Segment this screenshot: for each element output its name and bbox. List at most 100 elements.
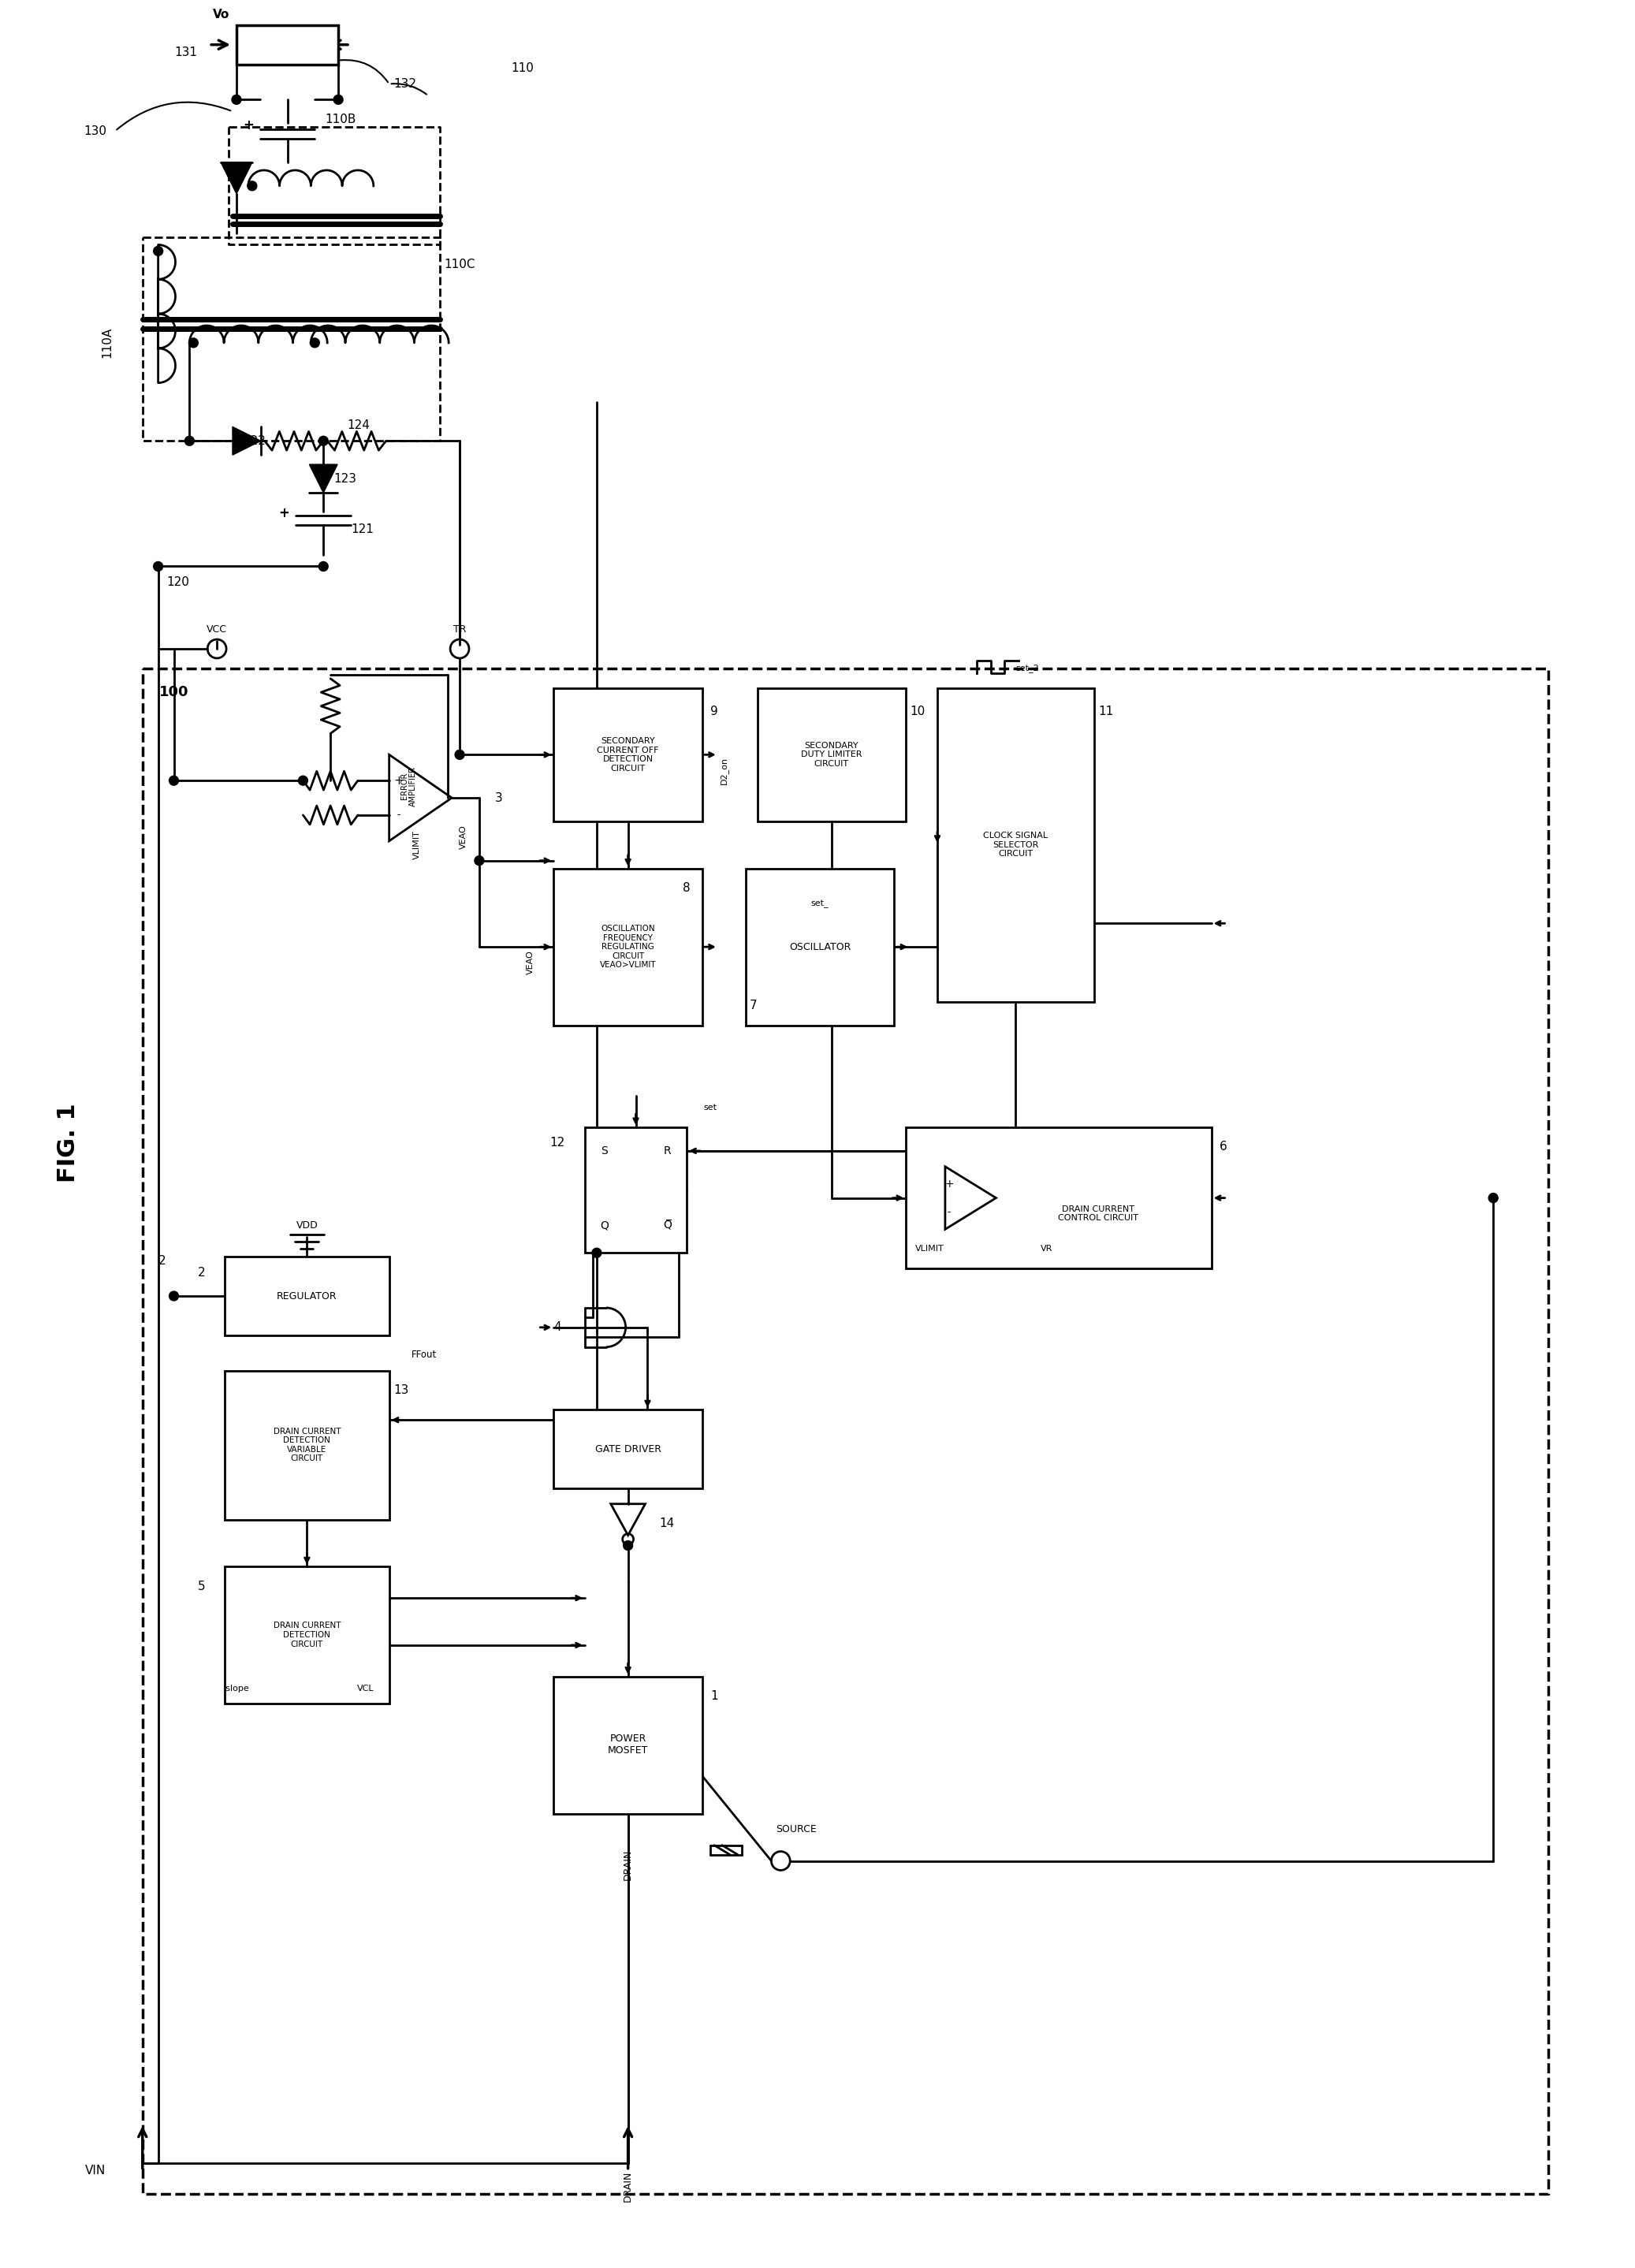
Bar — [554, 1676, 703, 1814]
Text: 120: 120 — [167, 576, 190, 587]
Bar — [554, 687, 703, 821]
Text: 121: 121 — [352, 524, 374, 535]
Text: 7: 7 — [749, 1000, 757, 1012]
Text: DRAIN: DRAIN — [623, 1848, 633, 1880]
Text: 11: 11 — [1099, 705, 1113, 717]
Text: 13: 13 — [394, 1383, 409, 1397]
Text: Q: Q — [600, 1220, 608, 1232]
Text: 110: 110 — [510, 61, 533, 75]
Circle shape — [319, 562, 329, 572]
Circle shape — [154, 247, 164, 256]
Text: 2: 2 — [198, 1266, 204, 1279]
Text: 110C: 110C — [445, 259, 476, 270]
Bar — [937, 687, 1094, 1002]
Text: 123: 123 — [334, 472, 356, 485]
Polygon shape — [309, 465, 337, 492]
Text: 8: 8 — [683, 882, 690, 894]
Text: +: + — [945, 1179, 953, 1188]
Text: 124: 124 — [347, 420, 370, 431]
Text: R: R — [664, 1145, 670, 1157]
Circle shape — [232, 95, 242, 104]
Text: set_: set_ — [811, 900, 829, 907]
Bar — [554, 1411, 703, 1488]
Circle shape — [311, 338, 319, 347]
Text: ERROR
AMPLIFIER: ERROR AMPLIFIER — [401, 767, 417, 805]
Text: 110A: 110A — [101, 327, 113, 358]
Circle shape — [154, 562, 164, 572]
Text: VIN: VIN — [85, 2166, 106, 2177]
Bar — [224, 1370, 389, 1520]
Text: DRAIN CURRENT
CONTROL CIRCUIT: DRAIN CURRENT CONTROL CIRCUIT — [1058, 1204, 1138, 1222]
Text: 122: 122 — [244, 435, 267, 447]
Text: VEAO: VEAO — [526, 950, 535, 975]
Text: 132: 132 — [394, 77, 417, 91]
Text: 1: 1 — [710, 1690, 718, 1701]
Bar — [554, 869, 703, 1025]
Text: DRAIN CURRENT
DETECTION
VARIABLE
CIRCUIT: DRAIN CURRENT DETECTION VARIABLE CIRCUIT — [273, 1427, 340, 1463]
Text: VCC: VCC — [206, 624, 227, 635]
Circle shape — [1488, 1193, 1498, 1202]
Circle shape — [592, 1247, 602, 1256]
Text: DRAIN: DRAIN — [623, 2170, 633, 2202]
Text: set: set — [703, 1105, 716, 1111]
Text: GATE DRIVER: GATE DRIVER — [595, 1445, 661, 1454]
Text: 5: 5 — [198, 1581, 204, 1592]
Text: VLIMIT: VLIMIT — [916, 1245, 943, 1252]
Circle shape — [623, 1540, 633, 1551]
Text: OSCILLATOR: OSCILLATOR — [790, 941, 850, 953]
Text: 3: 3 — [495, 792, 502, 803]
Text: VEAO: VEAO — [459, 826, 468, 848]
Text: FIG. 1: FIG. 1 — [57, 1102, 80, 1182]
Text: 14: 14 — [659, 1420, 675, 1431]
Text: FFout: FFout — [412, 1349, 437, 1361]
Bar — [757, 687, 906, 821]
Text: OSCILLATION
FREQUENCY
REGULATING
CIRCUIT
VEAO>VLIMIT: OSCILLATION FREQUENCY REGULATING CIRCUIT… — [600, 925, 656, 968]
Text: D2_on: D2_on — [719, 758, 729, 785]
Text: 100: 100 — [159, 685, 188, 699]
Text: SOURCE: SOURCE — [777, 1823, 818, 1835]
Bar — [224, 1256, 389, 1336]
Text: 6: 6 — [1220, 1141, 1226, 1152]
Circle shape — [474, 855, 484, 866]
Bar — [746, 869, 894, 1025]
Text: 10: 10 — [911, 705, 925, 717]
Text: VLIMIT: VLIMIT — [412, 830, 420, 860]
Bar — [585, 1127, 687, 1252]
Circle shape — [168, 776, 178, 785]
Text: 131: 131 — [175, 48, 196, 59]
Polygon shape — [221, 163, 252, 193]
Text: 14: 14 — [659, 1517, 675, 1529]
Text: 9: 9 — [710, 705, 718, 717]
Circle shape — [298, 776, 307, 785]
Bar — [906, 1127, 1212, 1268]
Text: DRAIN CURRENT
DETECTION
CIRCUIT: DRAIN CURRENT DETECTION CIRCUIT — [273, 1622, 340, 1649]
Text: +: + — [394, 776, 404, 787]
Text: set_2: set_2 — [1015, 665, 1040, 674]
Text: -: - — [947, 1207, 952, 1218]
Text: 12: 12 — [549, 1136, 566, 1150]
Circle shape — [247, 181, 257, 191]
Text: SECONDARY
DUTY LIMITER
CIRCUIT: SECONDARY DUTY LIMITER CIRCUIT — [801, 742, 862, 769]
Polygon shape — [232, 426, 260, 456]
Circle shape — [188, 338, 198, 347]
Text: VDD: VDD — [296, 1220, 317, 1232]
Text: CLOCK SIGNAL
SELECTOR
CIRCUIT: CLOCK SIGNAL SELECTOR CIRCUIT — [983, 832, 1048, 857]
Text: Islope: Islope — [224, 1685, 250, 1692]
Text: POWER
MOSFET: POWER MOSFET — [608, 1733, 647, 1755]
Text: +: + — [280, 506, 289, 519]
Text: +: + — [242, 118, 253, 132]
Text: 2: 2 — [159, 1254, 165, 1266]
Text: VCL: VCL — [356, 1685, 374, 1692]
Circle shape — [455, 751, 464, 760]
Text: 4: 4 — [554, 1322, 561, 1334]
Text: TR: TR — [453, 624, 466, 635]
Text: SECONDARY
CURRENT OFF
DETECTION
CIRCUIT: SECONDARY CURRENT OFF DETECTION CIRCUIT — [597, 737, 659, 773]
Circle shape — [334, 95, 343, 104]
Text: S: S — [602, 1145, 608, 1157]
Text: Vo: Vo — [213, 9, 229, 20]
Text: VR: VR — [1041, 1245, 1053, 1252]
Bar — [224, 1567, 389, 1703]
Text: 110B: 110B — [325, 113, 356, 125]
Bar — [237, 25, 338, 64]
Circle shape — [319, 435, 329, 445]
